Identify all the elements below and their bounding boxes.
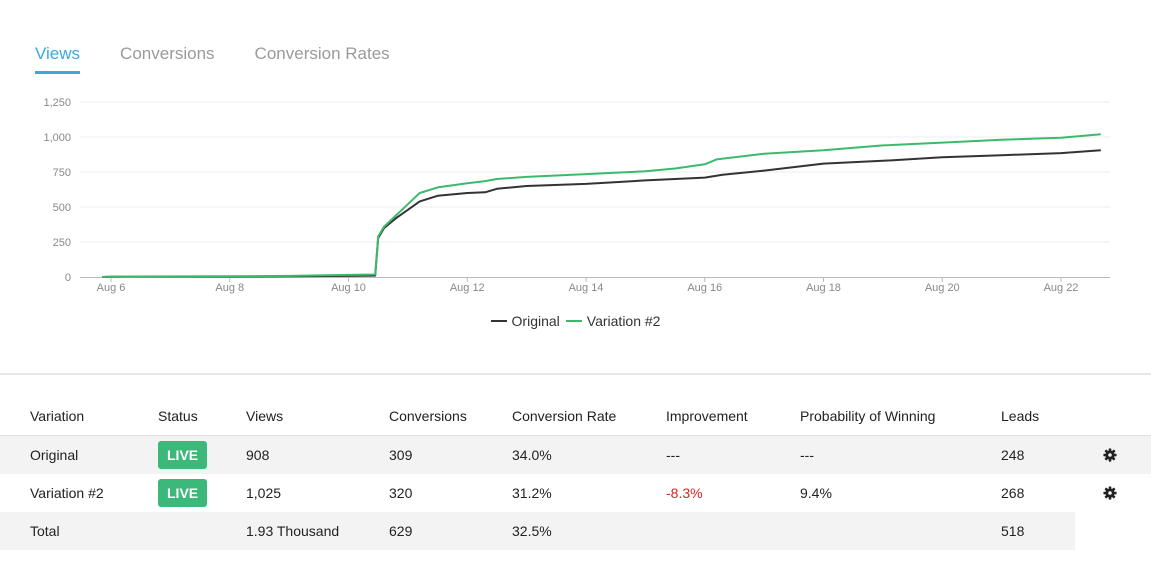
total-leads: 518	[1001, 523, 1025, 539]
header-probability: Probability of Winning	[800, 408, 936, 424]
x-tick-label: Aug 20	[925, 282, 960, 294]
x-tick-label: Aug 22	[1044, 282, 1079, 294]
x-tick-label: Aug 14	[569, 282, 604, 294]
tab-views[interactable]: Views	[35, 40, 81, 74]
conversion-rate-value: 31.2%	[512, 485, 552, 501]
header-variation: Variation	[30, 408, 85, 424]
improvement-value: ---	[666, 447, 680, 463]
y-tick-label: 750	[53, 167, 71, 179]
tab-conversions[interactable]: Conversions	[120, 44, 215, 63]
header-improvement: Improvement	[666, 408, 748, 424]
views-chart: 0 250 500 750 1,000 1,250 Aug 6 Aug 8 Aug 10 Aug …	[43, 97, 1110, 294]
table-total-row: Total 1.93 Thousand 629 32.5% 518	[0, 512, 1075, 550]
gear-icon[interactable]	[1103, 486, 1117, 500]
legend-item-original[interactable]: Original	[490, 313, 560, 329]
x-tick-label: Aug 18	[806, 282, 841, 294]
total-views: 1.93 Thousand	[246, 523, 340, 539]
header-views: Views	[246, 408, 284, 424]
variation-name: Variation #2	[30, 485, 104, 501]
total-label: Total	[30, 523, 60, 539]
results-table: Variation Status Views Conversions Conve…	[0, 398, 1151, 550]
x-tick-label: Aug 16	[687, 282, 722, 294]
legend-item-variation-2[interactable]: Variation #2	[565, 313, 661, 329]
legend-label-original: Original	[511, 313, 560, 329]
legend-swatch-variation-2	[565, 320, 582, 322]
y-tick-label: 1,250	[43, 97, 71, 109]
x-tick-label: Aug 6	[97, 282, 126, 294]
header-conversion-rate: Conversion Rate	[512, 408, 617, 424]
conversion-rate-value: 34.0%	[512, 447, 552, 463]
series-line-original	[102, 149, 1101, 278]
y-tick-label: 500	[53, 202, 71, 214]
table-header: Variation Status Views Conversions Conve…	[0, 398, 1151, 436]
conversions-value: 320	[389, 485, 413, 501]
section-divider	[0, 373, 1151, 375]
total-conversions: 629	[389, 523, 413, 539]
x-tick-label: Aug 12	[450, 282, 485, 294]
status-badge: LIVE	[158, 441, 208, 469]
variation-name: Original	[30, 447, 79, 463]
header-status: Status	[158, 408, 198, 424]
probability-value: ---	[800, 447, 814, 463]
y-tick-label: 0	[65, 272, 71, 284]
views-value: 908	[246, 447, 270, 463]
improvement-value: -8.3%	[666, 485, 703, 501]
tab-conversion-rates[interactable]: Conversion Rates	[254, 44, 390, 63]
legend-label-variation-2: Variation #2	[586, 313, 661, 329]
leads-value: 248	[1001, 447, 1025, 463]
total-conversion-rate: 32.5%	[512, 523, 552, 539]
x-tick-label: Aug 8	[215, 282, 244, 294]
table-row[interactable]: Original LIVE 908 309 34.0% --- --- 248	[0, 436, 1151, 474]
table-row[interactable]: Variation #2 LIVE 1,025 320 31.2% -8.3% …	[0, 474, 1151, 512]
status-badge: LIVE	[158, 479, 208, 507]
header-conversions: Conversions	[389, 408, 467, 424]
header-leads: Leads	[1001, 408, 1040, 424]
gear-icon[interactable]	[1103, 448, 1117, 462]
series-line-variation-2	[102, 133, 1101, 278]
x-tick-label: Aug 10	[331, 282, 366, 294]
y-tick-label: 250	[53, 237, 71, 249]
y-tick-label: 1,000	[43, 132, 71, 144]
views-value: 1,025	[246, 485, 282, 501]
conversions-value: 309	[389, 447, 413, 463]
probability-value: 9.4%	[800, 485, 832, 501]
leads-value: 268	[1001, 485, 1025, 501]
header-divider	[0, 435, 1151, 436]
legend-swatch-original	[490, 320, 507, 322]
chart-legend: Original Variation #2	[0, 313, 1151, 329]
metric-tabs: Views Conversions Conversion Rates	[35, 40, 430, 74]
